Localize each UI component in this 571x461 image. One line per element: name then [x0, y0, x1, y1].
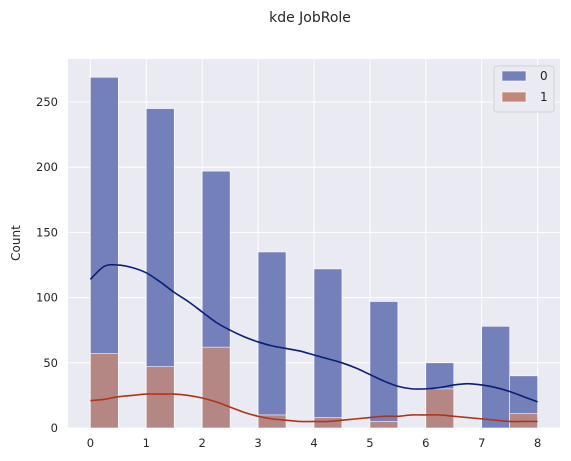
bar-series-1 [369, 421, 399, 429]
x-tick-label: 3 [254, 436, 261, 450]
y-tick-label: 200 [36, 160, 58, 174]
bar-series-0 [481, 325, 510, 429]
y-tick-label: 0 [51, 421, 58, 435]
bar-series-1 [90, 353, 119, 429]
bar-series-1 [425, 388, 455, 429]
x-tick-label: 4 [310, 436, 317, 450]
y-axis-ticks: 0 50 100 150 200 250 [36, 95, 58, 435]
bar-series-0 [313, 268, 343, 429]
x-tick-label: 5 [366, 436, 373, 450]
y-tick-label: 150 [36, 225, 58, 239]
legend-swatch-1 [501, 91, 527, 103]
bar-series-1 [201, 346, 231, 429]
bars-group [90, 76, 538, 429]
chart-title: kde JobRole [269, 10, 351, 26]
x-tick-label: 1 [143, 436, 150, 450]
bar-series-0 [369, 301, 399, 429]
x-tick-label: 8 [534, 436, 541, 450]
x-tick-label: 0 [87, 436, 94, 450]
kde-lines [89, 263, 538, 423]
y-tick-label: 100 [36, 291, 58, 305]
legend-swatch-0 [501, 70, 527, 82]
x-tick-label: 7 [478, 436, 485, 450]
bar-series-0 [257, 251, 287, 429]
bar-series-1 [145, 366, 175, 429]
kde-line-series-0 [89, 263, 538, 403]
legend-label-0: 0 [540, 69, 548, 83]
kde-line-series-1 [90, 393, 538, 423]
legend: 0 1 [493, 65, 555, 113]
x-tick-label: 6 [422, 436, 429, 450]
y-tick-label: 50 [43, 356, 58, 370]
x-tick-label: 2 [199, 436, 206, 450]
y-tick-label: 250 [36, 95, 58, 109]
bar-series-1 [313, 417, 343, 429]
legend-label-1: 1 [540, 90, 548, 104]
y-axis-label: Count [9, 225, 23, 261]
x-axis-ticks: 0 1 2 3 4 5 6 7 8 [87, 436, 542, 450]
